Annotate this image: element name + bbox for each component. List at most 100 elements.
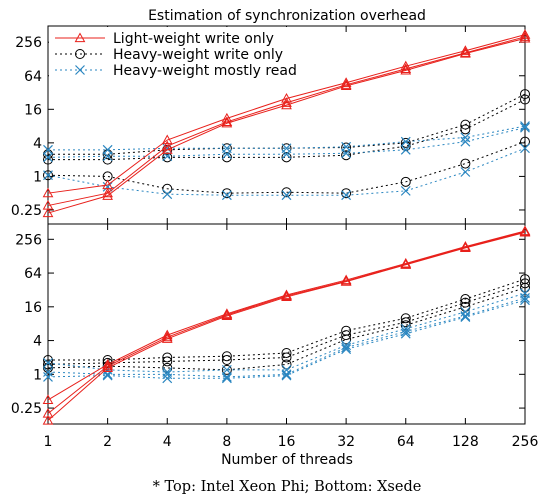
- top-series-0-point-0: [42, 187, 54, 198]
- x-tick-label-6: 64: [397, 434, 415, 450]
- top-series-1-point-6: [400, 63, 412, 73]
- bottom-series-0-point-3: [221, 308, 233, 318]
- bottom-series-1-point-2: [161, 331, 173, 342]
- top-series-7-point-4: [281, 190, 292, 201]
- top-series-4-point-3: [221, 188, 232, 199]
- bottom-series-5-point-6: [400, 320, 411, 331]
- bottom-y-tick-label: 16: [24, 300, 42, 316]
- bottom-series-1-point-3: [221, 309, 233, 319]
- top-series-4-point-0: [43, 170, 53, 181]
- top-series-3-point-2: [162, 152, 173, 163]
- top-series-3-point-5: [341, 150, 352, 161]
- top-series-2-point-5: [340, 80, 352, 91]
- top-series-4-point-8: [520, 136, 530, 147]
- top-series-4-point-6: [400, 176, 411, 187]
- top-series-5-point-4: [281, 143, 292, 154]
- bottom-y-tick-label: 0.25: [11, 401, 42, 417]
- bottom-series-2-point-3: [221, 310, 233, 321]
- top-series-5-point-7: [460, 119, 471, 130]
- bottom-series-2-point-2: [161, 333, 173, 343]
- top-series-3-point-1: [102, 154, 113, 165]
- top-series-5-point-6: [400, 137, 411, 148]
- bottom-series-4-point-5: [341, 330, 352, 341]
- top-series-8-point-7: [460, 136, 471, 147]
- bottom-series-5-point-3: [221, 364, 232, 375]
- x-tick-label-7: 128: [452, 434, 479, 450]
- top-series-2-point-2: [161, 144, 173, 154]
- top-series-5-point-5: [341, 142, 352, 153]
- bottom-series-4-line: [47, 282, 526, 365]
- bottom-series-3-point-3: [221, 351, 232, 362]
- top-y-tick-label: 16: [24, 102, 42, 118]
- bottom-series-7-line: [47, 297, 526, 378]
- bottom-y-tick-label: 64: [24, 266, 42, 282]
- top-series-4-point-5: [341, 188, 352, 199]
- top-series-2-point-8: [519, 32, 531, 43]
- panel-top: 0.25 1 4 16 64 256: [11, 25, 531, 225]
- top-series-2-point-1: [102, 190, 113, 200]
- top-series-8-point-5: [341, 148, 352, 159]
- bottom-series-8-point-7: [460, 312, 471, 322]
- x-tick-label-2: 4: [163, 434, 172, 450]
- top-series-2-point-6: [400, 64, 412, 75]
- top-series-8-point-0: [43, 152, 53, 163]
- top-series-1-line: [47, 36, 526, 207]
- bottom-series-6-point-3: [221, 364, 232, 375]
- bottom-series-2-point-1: [102, 362, 113, 373]
- top-series-0-point-4: [281, 92, 292, 103]
- legend-entry-0: Light-weight write only: [113, 31, 274, 47]
- bottom-series-7-point-6: [400, 326, 411, 337]
- bottom-series-8-line: [47, 299, 526, 379]
- bottom-series-4-point-7: [460, 297, 471, 308]
- top-series-0-point-7: [460, 45, 471, 55]
- top-series-0-point-2: [161, 134, 173, 145]
- x-tick-label-5: 32: [337, 434, 355, 450]
- legend-marker-0: [74, 32, 86, 43]
- top-series-2-line: [47, 37, 526, 214]
- bottom-series-0-point-5: [340, 274, 352, 285]
- bottom-series-3-point-6: [400, 313, 411, 324]
- top-series-4-point-4: [281, 187, 292, 198]
- legend-background: [49, 27, 309, 85]
- legend-entry-2: Heavy-weight mostly read: [113, 63, 297, 79]
- top-series-6-point-0: [43, 144, 53, 155]
- top-y-tick-label: 1: [33, 169, 42, 185]
- bottom-series-5-point-8: [520, 282, 530, 293]
- bottom-series-1-point-0: [42, 407, 54, 418]
- top-series-7-point-2: [162, 189, 173, 200]
- x-axis-ticks: 1 2 4 8 16 32 64 128 256: [44, 434, 538, 450]
- top-series-8-point-6: [400, 144, 411, 155]
- top-series-7-point-1: [102, 181, 113, 192]
- figure-caption: * Top: Intel Xeon Phi; Bottom: Xsede: [153, 479, 422, 495]
- legend-marker-1: [75, 49, 85, 59]
- bottom-series-5-point-5: [341, 334, 352, 345]
- bottom-series-8-point-1: [102, 370, 113, 381]
- bottom-series-5-line: [47, 287, 526, 371]
- top-series-6-point-6: [400, 136, 411, 147]
- bottom-plot-frame: [47, 223, 526, 425]
- top-series-6-line: [48, 125, 526, 151]
- top-series-8-point-3: [221, 149, 232, 160]
- bottom-series-2-line: [47, 231, 526, 421]
- top-y-tick-label: 64: [24, 69, 42, 85]
- bottom-series-3-point-0: [43, 355, 53, 366]
- bottom-series-2-point-8: [519, 226, 531, 237]
- bottom-series-7-point-4: [281, 369, 292, 380]
- top-series-2-point-7: [460, 48, 471, 58]
- top-series-4-point-2: [162, 183, 173, 194]
- bottom-series-3-point-2: [162, 352, 173, 363]
- bottom-series-2-point-6: [400, 259, 412, 269]
- top-series-7-point-7: [460, 167, 471, 177]
- top-series-6-point-7: [460, 132, 471, 143]
- bottom-series-7-point-2: [162, 369, 173, 380]
- top-series-1-point-4: [281, 97, 292, 107]
- top-series-5-point-3: [221, 143, 232, 154]
- top-y-tick-label: 256: [15, 35, 42, 51]
- bottom-series-4-point-6: [400, 317, 411, 328]
- x-tick-label-0: 1: [44, 434, 53, 450]
- bottom-series-6-point-6: [400, 323, 411, 334]
- top-series-8-point-1: [102, 151, 113, 162]
- top-series-2-point-4: [281, 99, 292, 110]
